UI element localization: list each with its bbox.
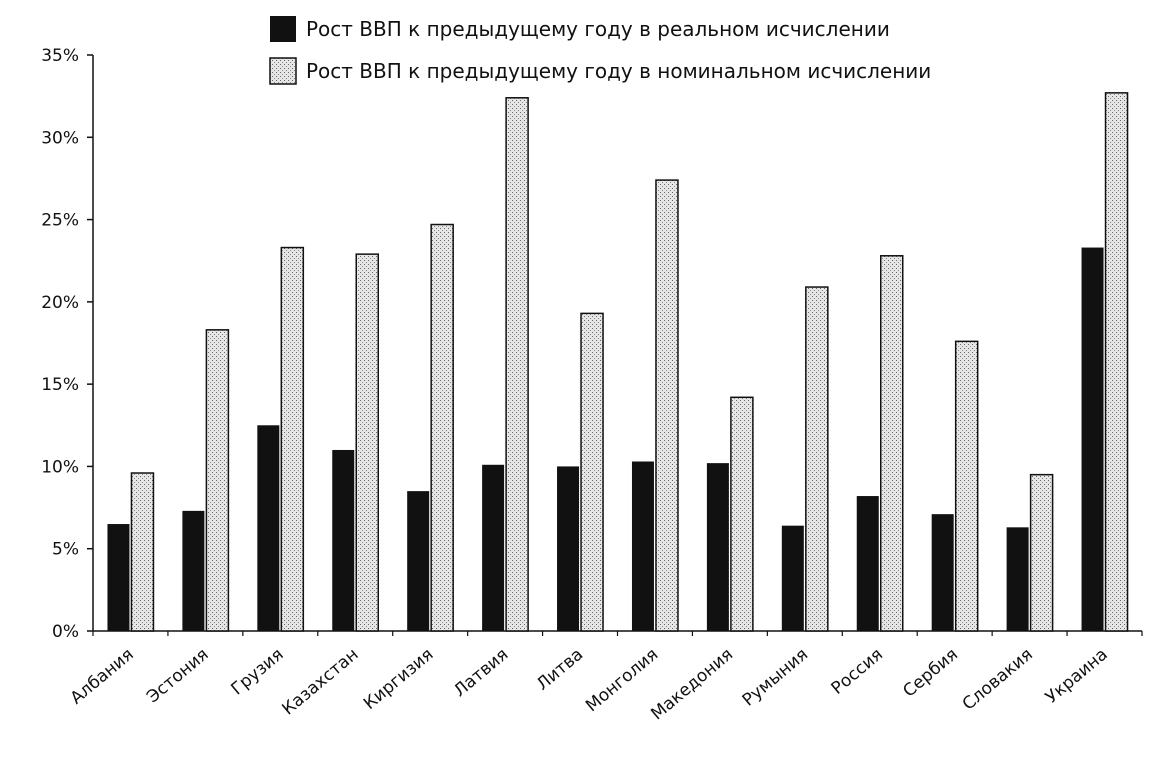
category-label: Эстония [143,645,212,708]
bar-nominal [730,396,754,632]
bar-real [631,461,654,631]
bar-real [706,463,729,631]
bar-nominal [954,340,979,632]
category-label: Грузия [228,645,288,700]
bar-nominal [880,255,904,632]
y-axis: 0% 5% 10% 15% 20% 25% 30% 35% [41,46,94,642]
y-tick-label: 25% [41,211,79,231]
bar-nominal [130,472,155,632]
category-label: Киргизия [360,645,437,714]
bar-nominal [205,329,230,632]
bar-real [931,514,954,631]
bar-nominal [1104,92,1129,632]
y-tick-label: 5% [52,540,79,560]
y-tick-label: 20% [41,293,79,313]
category-label: Казахстан [279,645,363,720]
bar-real [1006,527,1029,631]
y-tick-label: 15% [41,375,79,395]
bar-real [482,464,505,631]
bar-nominal [580,312,604,632]
legend-label-real: Рост ВВП к предыдущему году в реальном и… [306,17,890,41]
category-label: Словакия [959,645,1037,715]
bar-real [332,449,355,631]
bar-nominal [280,246,305,632]
x-axis [92,630,1143,636]
category-label: Румыния [739,645,812,711]
bar-nominal [805,286,829,632]
bar-real [407,491,430,631]
bar-nominal [505,97,529,632]
legend-swatch-nominal [269,57,297,85]
category-label: Латвия [450,645,512,702]
y-tick-label: 30% [41,128,79,148]
bar-nominal [355,253,379,632]
bar-nominal [655,179,679,632]
bar-real [107,524,130,631]
legend-swatch-real [270,16,296,42]
bar-nominal [430,223,454,632]
category-label: Македония [647,645,737,725]
bar-real [856,496,879,631]
y-tick-label: 10% [41,457,79,477]
bar-real [182,510,205,631]
legend: Рост ВВП к предыдущему году в реальном и… [269,16,931,85]
category-label: Россия [828,645,887,699]
category-label: Албания [67,645,138,709]
bars [107,92,1129,632]
legend-label-nominal: Рост ВВП к предыдущему году в номинально… [306,59,931,83]
category-label: Литва [533,645,587,695]
category-label: Украина [1042,645,1112,708]
bar-real [257,425,280,631]
bar-real [781,525,804,631]
y-tick-label: 35% [41,46,79,66]
category-label: Сербия [899,645,962,702]
bar-nominal [1029,473,1054,632]
bar-real [1081,247,1104,631]
bar-real [557,466,580,631]
y-tick-label: 0% [52,622,79,642]
